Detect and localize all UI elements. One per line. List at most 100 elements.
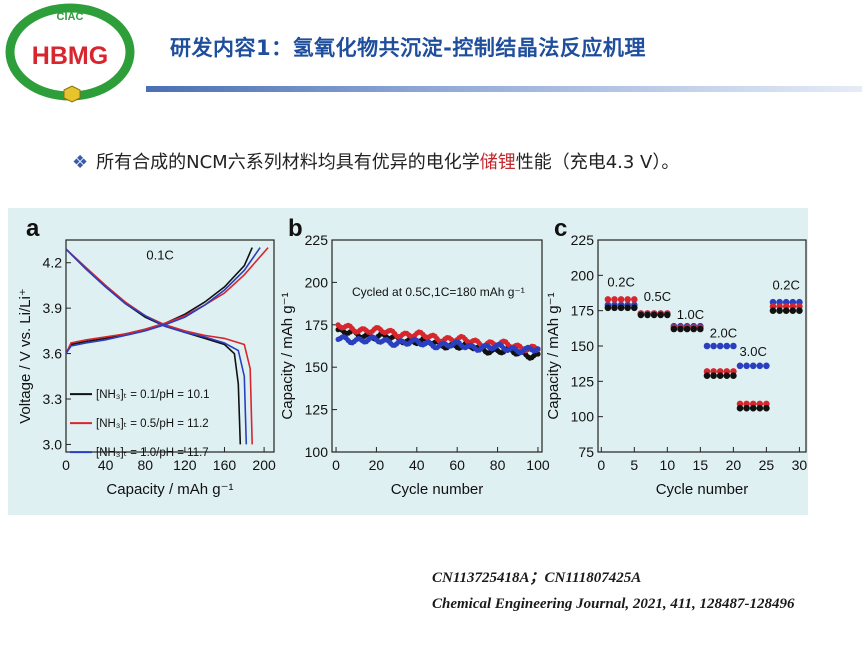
x-tick-label-c: 25 xyxy=(759,457,775,473)
rate-point-black xyxy=(749,404,757,412)
rate-point-black xyxy=(631,304,638,312)
y-tick-label-c: 175 xyxy=(571,303,595,319)
y-tick-label-b: 150 xyxy=(305,359,329,375)
rate-point-blue xyxy=(710,342,717,350)
y-tick-label-b: 100 xyxy=(305,444,329,460)
y-tick-label-b: 225 xyxy=(305,232,329,248)
rate-point-red xyxy=(604,296,612,303)
cycling-annotation-b: Cycled at 0.5C,1C=180 mAh g⁻¹ xyxy=(352,285,525,299)
rate-point-blue xyxy=(736,362,744,370)
rate-point-black xyxy=(782,307,790,314)
rate-label: 0.2C xyxy=(772,277,799,292)
rate-point-red xyxy=(624,296,631,303)
bullet-text-prefix: 所有合成的NCM六系列材料均具有优异的电化学 xyxy=(96,152,480,173)
y-tick-label-c: 150 xyxy=(571,338,595,354)
rate-point-black xyxy=(644,311,651,319)
legend-label-2: [NH₃]ₜ = 0.5/pH = 11.2 xyxy=(96,418,209,430)
cycle-point-3 xyxy=(535,346,541,352)
y-tick-label-a: 4.2 xyxy=(43,255,63,271)
rate-point-black xyxy=(730,372,737,379)
x-tick-label-a: 40 xyxy=(98,457,114,473)
rate-point-red xyxy=(611,296,618,303)
logo-main-text: HBMG xyxy=(32,42,108,70)
x-tick-label-a: 0 xyxy=(62,457,70,473)
rate-point-blue xyxy=(749,362,757,370)
rate-point-black xyxy=(611,304,618,312)
plot-frame-c xyxy=(597,239,807,453)
rate-point-blue xyxy=(730,342,737,350)
x-axis-title-b: Cycle number xyxy=(391,481,484,498)
panel-label-c: c xyxy=(554,215,567,242)
rate-point-black xyxy=(624,304,631,312)
x-tick-label-c: 0 xyxy=(597,457,605,473)
rate-annotation-a: 0.1C xyxy=(146,248,173,263)
rate-point-black xyxy=(769,307,777,314)
x-axis-title-a: Capacity / mAh g⁻¹ xyxy=(106,481,233,498)
rate-label: 0.2C xyxy=(607,275,634,290)
y-tick-label-b: 200 xyxy=(305,274,329,290)
y-tick-label-c: 200 xyxy=(571,267,595,283)
rate-point-black xyxy=(776,307,783,314)
rate-point-black xyxy=(789,307,797,314)
rate-point-red xyxy=(617,296,625,303)
rate-point-black xyxy=(683,325,691,333)
logo-top-text: CIAC xyxy=(57,11,84,23)
rate-point-black xyxy=(723,372,731,379)
rate-point-black xyxy=(736,404,744,412)
panel-label-b: b xyxy=(288,215,303,242)
rate-point-blue xyxy=(716,342,724,350)
x-tick-label-c: 15 xyxy=(693,457,709,473)
rate-point-black xyxy=(657,311,664,319)
y-tick-label-c: 100 xyxy=(571,409,595,425)
x-tick-label-b: 80 xyxy=(490,457,506,473)
bullet-text-highlight: 储锂 xyxy=(479,152,516,173)
rate-label: 3.0C xyxy=(739,344,766,359)
rate-point-blue xyxy=(703,342,711,350)
rate-point-black xyxy=(637,311,645,319)
rate-point-black xyxy=(604,304,612,312)
y-axis-title-a: Voltage / V vs. Li/Li⁺ xyxy=(17,288,34,424)
rate-point-black xyxy=(677,325,684,333)
x-tick-label-a: 80 xyxy=(137,457,153,473)
voltage-curve-charge-2 xyxy=(65,247,269,354)
rate-point-blue xyxy=(723,342,731,350)
rate-point-blue xyxy=(756,362,764,370)
rate-point-blue xyxy=(763,362,770,370)
x-tick-label-b: 100 xyxy=(526,457,550,473)
page-title: 研发内容1：氢氧化物共沉淀-控制结晶法反应机理 xyxy=(170,36,646,60)
plot-frame-a xyxy=(65,239,275,453)
x-tick-label-c: 30 xyxy=(792,457,808,473)
x-tick-label-c: 5 xyxy=(630,457,638,473)
voltage-curve-discharge-2 xyxy=(65,248,253,445)
rate-point-black xyxy=(697,325,704,333)
x-tick-label-b: 40 xyxy=(409,457,425,473)
y-tick-label-a: 3.3 xyxy=(43,391,63,407)
rate-point-red xyxy=(631,296,638,303)
x-tick-label-b: 20 xyxy=(369,457,385,473)
rate-label: 2.0C xyxy=(710,326,737,341)
voltage-curve-discharge-1 xyxy=(65,248,242,445)
y-tick-label-c: 125 xyxy=(571,373,595,389)
rate-point-black xyxy=(670,325,678,333)
rate-point-blue xyxy=(743,362,750,370)
rate-point-black xyxy=(617,304,625,312)
legend-label-3: [NH₃]ₜ = 1.0/pH = 11.7 xyxy=(96,447,209,459)
rate-point-black xyxy=(743,404,750,412)
rate-point-black xyxy=(690,325,697,333)
patent-reference: CN113725418A；CN111807425A xyxy=(432,570,642,586)
x-tick-label-a: 200 xyxy=(252,457,276,473)
x-tick-label-c: 10 xyxy=(660,457,676,473)
y-tick-label-a: 3.6 xyxy=(43,346,63,362)
panel-label-a: a xyxy=(26,215,40,242)
hbmg-logo: CIAC HBMG xyxy=(5,3,135,103)
logo-gem-icon xyxy=(63,85,81,103)
y-axis-title-b: Capacity / mAh g⁻¹ xyxy=(279,292,296,419)
y-tick-label-a: 3.9 xyxy=(43,300,63,316)
y-tick-label-c: 75 xyxy=(578,444,594,460)
bullet-text-suffix: 性能（充电4.3 V）。 xyxy=(515,152,680,173)
x-tick-label-a: 120 xyxy=(173,457,197,473)
rate-point-black xyxy=(703,372,711,379)
diamond-bullet-icon: ❖ xyxy=(72,152,89,173)
bullet-point: ❖ 所有合成的NCM六系列材料均具有优异的电化学储锂性能（充电4.3 V）。 xyxy=(72,148,679,174)
